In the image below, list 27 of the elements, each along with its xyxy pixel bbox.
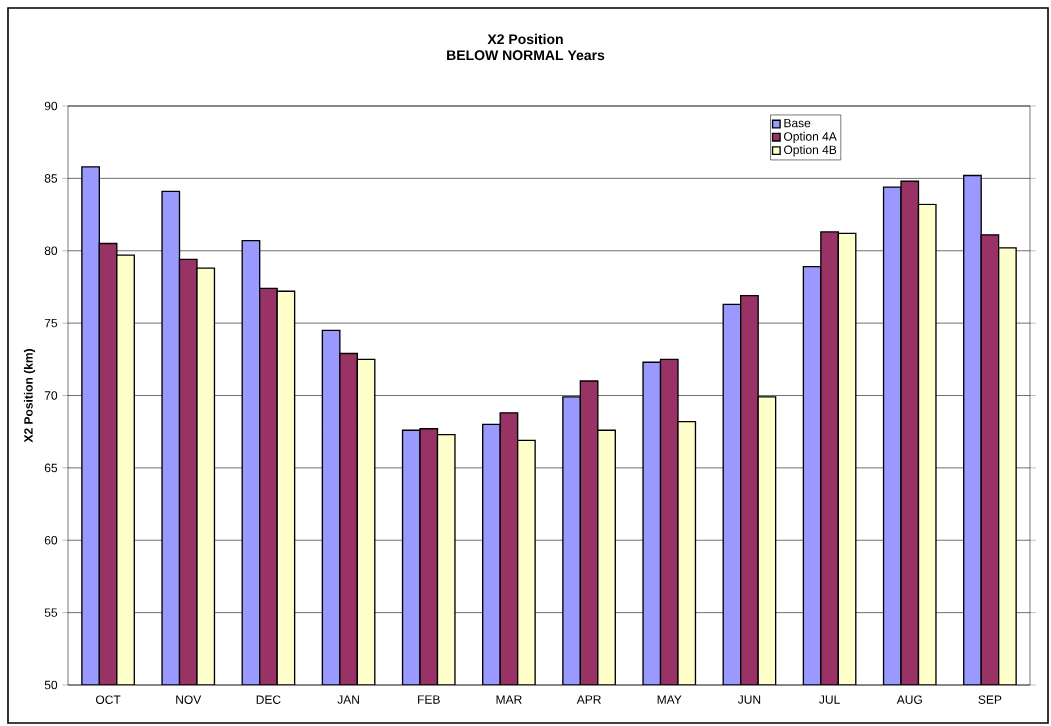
x-tick-label: AUG [896, 695, 922, 704]
x-tick-label: FEB [418, 695, 440, 704]
chart-subtitle: BELOW NORMAL Years [447, 50, 605, 61]
y-tick-label: 55 [44, 608, 58, 617]
legend-label: Option 4B [784, 145, 837, 157]
x-tick-label: MAY [657, 695, 682, 704]
y-axis-title: X2 Position (km) [23, 349, 36, 443]
y-tick-label: 80 [44, 246, 58, 256]
y-tick-label: 70 [44, 391, 58, 400]
legend-label: Option 4A [784, 131, 837, 144]
x-tick-label: JUN [737, 695, 761, 704]
legend-label: Base [784, 118, 811, 128]
x-tick-label: NOV [176, 695, 202, 704]
x-tick-label: APR [576, 695, 601, 704]
x-tick-label: JUL [819, 695, 840, 704]
x-tick-label: JAN [337, 695, 359, 704]
y-tick-label: 50 [44, 680, 58, 690]
y-tick-label: 85 [44, 174, 58, 183]
x-tick-label: SEP [978, 695, 1002, 704]
y-tick-label: 65 [44, 463, 58, 473]
y-tick-label: 60 [44, 536, 58, 545]
y-tick-label: 90 [44, 101, 58, 111]
x-tick-label: DEC [256, 695, 281, 704]
chart-title: X2 Position [487, 33, 563, 45]
x-tick-label: MAR [496, 695, 522, 704]
x-tick-label: OCT [95, 695, 121, 704]
y-tick-label: 75 [44, 318, 58, 328]
